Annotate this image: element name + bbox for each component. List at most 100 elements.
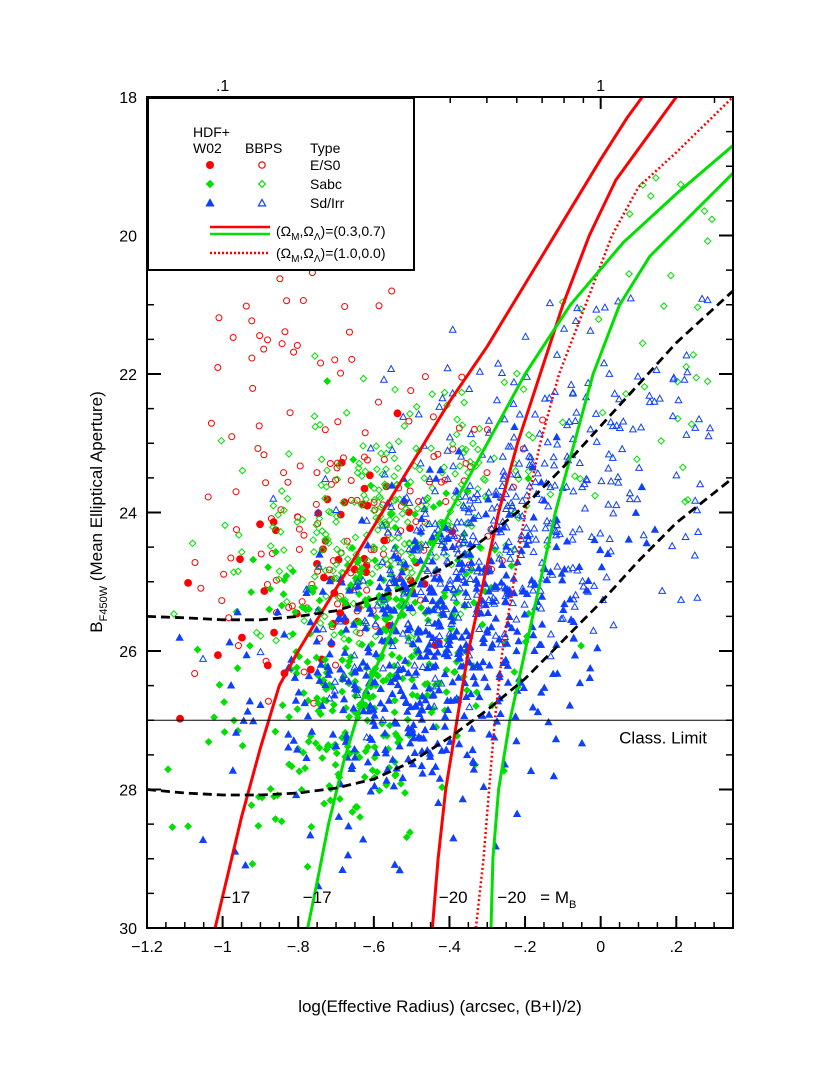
scatter-point-hdf_sdirr [442, 745, 451, 753]
scatter-point-bbps_sdirr [682, 430, 691, 438]
scatter-point-bbps_es0 [334, 418, 342, 426]
scatter-point-bbps_sabc [576, 474, 585, 483]
scatter-point-bbps_sdirr [667, 541, 677, 550]
scatter-point-bbps_es0 [406, 487, 414, 495]
scatter-point-bbps_sabc [417, 540, 426, 549]
scatter-point-hdf_sdirr [436, 465, 445, 474]
scatter-point-hdf_sdirr [410, 536, 420, 544]
scatter-point-hdf_sabc [490, 545, 499, 554]
scatter-point-bbps_es0 [207, 419, 215, 427]
scatter-point-bbps_sdirr [455, 583, 465, 592]
scatter-point-hdf_sabc [384, 594, 393, 603]
scatter-point-bbps_es0 [254, 445, 262, 453]
scatter-point-hdf_sdirr [483, 625, 492, 634]
scatter-point-hdf_sdirr [570, 650, 580, 659]
scatter-point-hdf_sdirr [325, 649, 334, 658]
scatter-point-hdf_sabc [264, 563, 273, 572]
scatter-point-hdf_sdirr [350, 680, 359, 689]
scatter-point-bbps_es0 [332, 476, 340, 484]
scatter-point-bbps_es0 [375, 302, 383, 310]
scatter-point-bbps_sdirr [453, 549, 463, 557]
scatter-point-bbps_sdirr [493, 359, 503, 367]
scatter-point-hdf_sdirr [432, 601, 442, 609]
scatter-point-hdf_sabc [328, 706, 337, 715]
scatter-point-bbps_sabc [392, 515, 401, 524]
scatter-point-hdf_sdirr [392, 719, 401, 727]
scatter-point-bbps_es0 [407, 387, 415, 395]
scatter-point-bbps_sdirr [464, 507, 473, 516]
scatter-point-hdf_sdirr [336, 665, 345, 673]
scatter-point-hdf_sdirr [455, 653, 464, 661]
scatter-point-bbps_sdirr [378, 557, 387, 566]
scatter-point-bbps_sabc [316, 619, 325, 628]
scatter-point-hdf_sabc [265, 605, 274, 614]
scatter-point-bbps_sdirr [473, 495, 483, 504]
scatter-point-hdf_sabc [332, 749, 341, 758]
scatter-point-bbps_sdirr [442, 556, 452, 565]
scatter-point-bbps_sabc [633, 455, 641, 464]
scatter-point-bbps_sabc [266, 542, 275, 550]
scatter-point-hdf_sdirr [448, 542, 457, 551]
scatter-point-bbps_sabc [427, 444, 435, 453]
scatter-point-hdf_sdirr [469, 514, 478, 522]
y-tick-label: 26 [119, 644, 137, 661]
scatter-point-bbps_sabc [330, 574, 339, 583]
scatter-point-bbps_sabc [666, 271, 675, 280]
scatter-point-bbps_es0 [227, 554, 235, 562]
scatter-point-hdf_sabc [247, 801, 256, 810]
scatter-point-bbps_sdirr [553, 440, 562, 448]
scatter-point-bbps_sdirr [507, 501, 517, 510]
scatter-point-bbps_sabc [275, 567, 284, 576]
scatter-point-hdf_sdirr [410, 682, 419, 690]
scatter-point-hdf_sdirr [406, 702, 415, 711]
scatter-point-bbps_sabc [372, 442, 381, 451]
scatter-point-hdf_sdirr [345, 586, 354, 594]
scatter-point-hdf_sdirr [338, 865, 347, 874]
scatter-point-bbps_sabc [277, 487, 286, 495]
scatter-point-hdf_sdirr [522, 589, 532, 598]
top-tick-label: .1 [216, 78, 229, 95]
y-tick-label: 18 [119, 90, 137, 107]
scatter-point-hdf_sdirr [496, 709, 505, 717]
scatter-point-hdf_sdirr [422, 652, 431, 660]
scatter-point-bbps_sdirr [456, 452, 466, 460]
scatter-point-hdf_sdirr [376, 698, 385, 707]
scatter-point-hdf_sdirr [484, 586, 493, 595]
scatter-point-hdf_sdirr [428, 633, 438, 642]
scatter-point-hdf_sabc [388, 650, 396, 659]
scatter-point-hdf_sabc [392, 732, 401, 740]
scatter-point-bbps_sdirr [506, 442, 515, 450]
scatter-point-hdf_sdirr [386, 605, 395, 614]
scatter-point-hdf_sdirr [382, 776, 391, 784]
scatter-point-bbps_sdirr [682, 350, 691, 359]
scatter-point-bbps_sdirr [465, 496, 475, 504]
scatter-point-hdf_sdirr [449, 833, 458, 842]
scatter-point-bbps_sabc [309, 536, 318, 544]
scatter-point-hdf_sdirr [462, 750, 472, 759]
scatter-point-hdf_sdirr [435, 639, 444, 647]
scatter-point-bbps_es0 [348, 355, 356, 363]
scatter-point-bbps_sdirr [676, 595, 686, 603]
scatter-point-bbps_es0 [370, 499, 378, 507]
scatter-point-bbps_sdirr [457, 517, 466, 526]
scatter-point-bbps_sabc [403, 518, 412, 527]
scatter-point-bbps_sdirr [625, 494, 635, 503]
scatter-point-bbps_sabc [570, 472, 579, 481]
scatter-point-bbps_es0 [312, 500, 320, 508]
scatter-point-bbps_sdirr [386, 565, 395, 574]
scatter-point-bbps_sabc [402, 504, 410, 513]
scatter-point-hdf_sdirr [380, 728, 390, 737]
scatter-point-bbps_sabc [332, 574, 341, 583]
scatter-point-hdf_sdirr [440, 649, 450, 658]
scatter-point-hdf_sdirr [431, 474, 441, 482]
scatter-point-hdf_sdirr [395, 741, 404, 750]
scatter-point-hdf_sdirr [401, 559, 410, 568]
scatter-point-hdf_sdirr [367, 735, 377, 743]
scatter-point-hdf_sdirr [512, 736, 521, 745]
scatter-point-hdf_sdirr [403, 707, 412, 715]
scatter-point-hdf_sdirr [624, 535, 633, 543]
scatter-point-bbps_es0 [204, 493, 212, 501]
scatter-point-bbps_sabc [234, 567, 242, 576]
scatter-point-bbps_es0 [405, 417, 413, 425]
scatter-point-bbps_es0 [375, 398, 383, 406]
